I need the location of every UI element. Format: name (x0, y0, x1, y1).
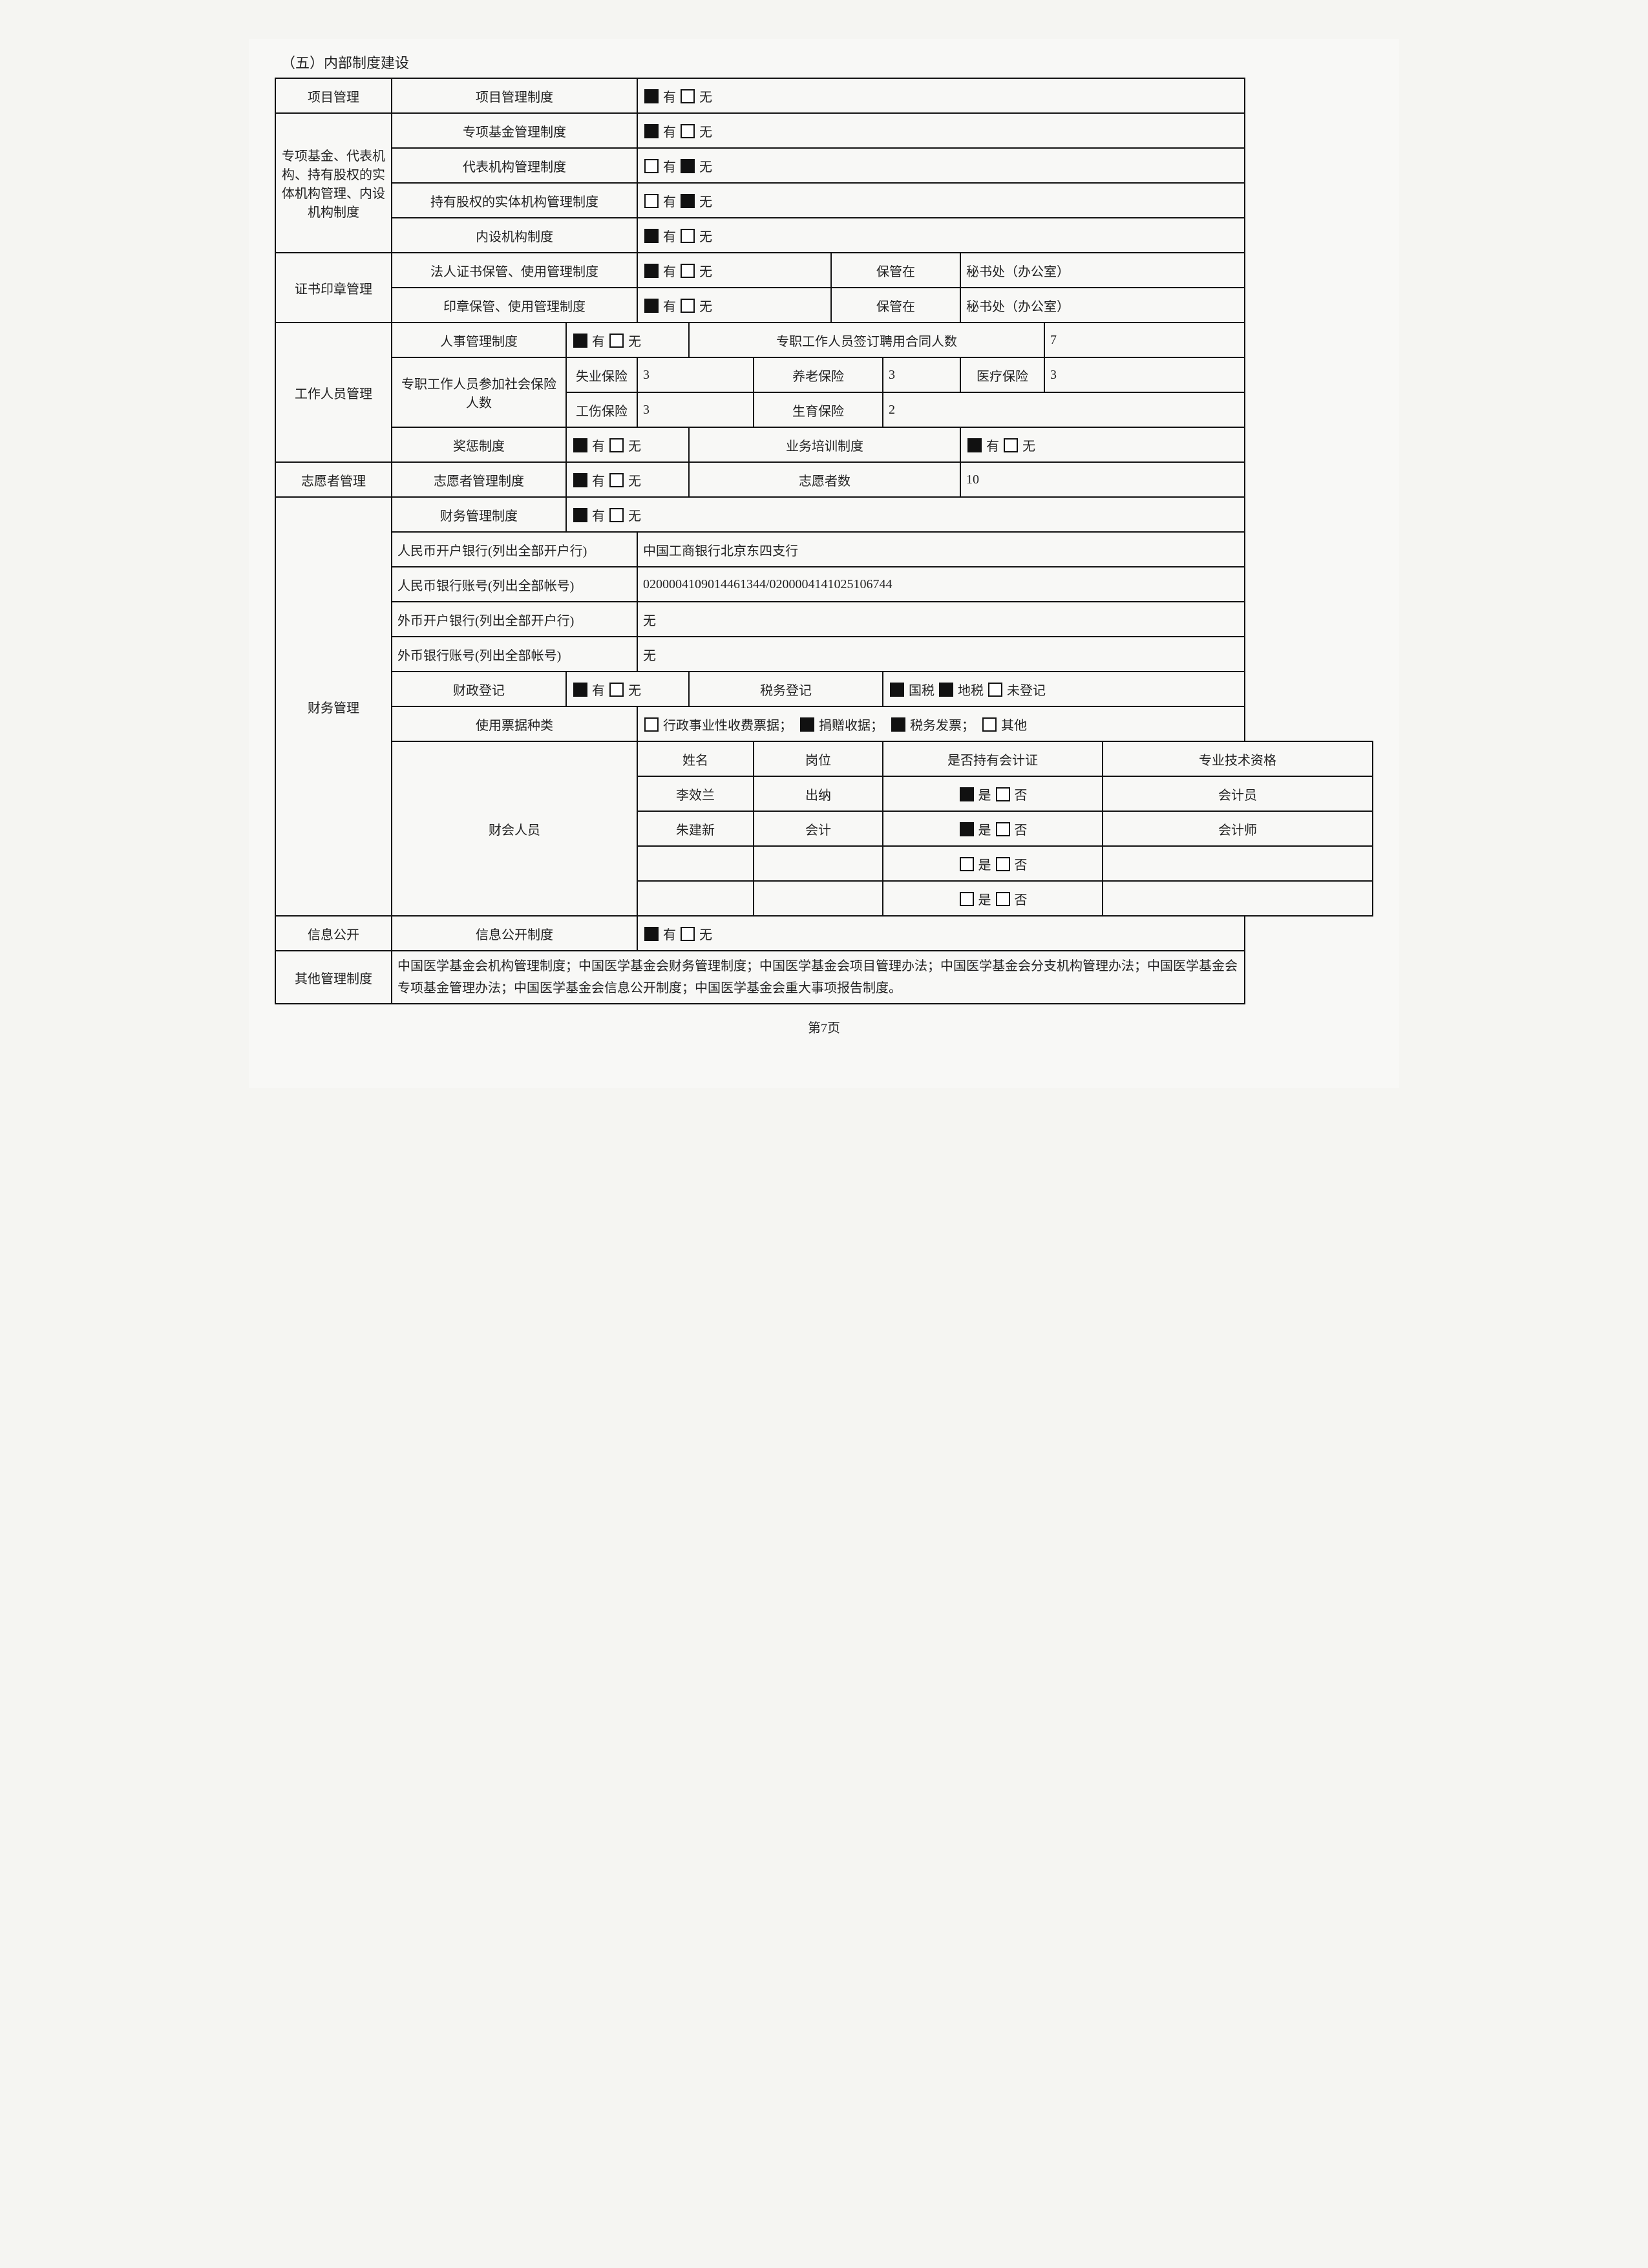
cell: 项目管理制度 (392, 78, 637, 113)
cell: 保管在 (831, 288, 960, 323)
checkbox-cell: 有 无 (637, 288, 831, 323)
cell: 3 (637, 357, 754, 392)
cell: 人事管理制度 (392, 323, 566, 357)
cell: 是否持有会计证 (883, 741, 1103, 776)
cell: 使用票据种类 (392, 706, 637, 741)
cell: 人民币银行账号(列出全部帐号) (392, 567, 637, 602)
checkbox-cell: 有 无 (566, 462, 689, 497)
cell: 3 (1044, 357, 1245, 392)
cell (754, 881, 883, 916)
cell (754, 846, 883, 881)
cell: 秘书处（办公室） (960, 288, 1245, 323)
row-label: 项目管理 (275, 78, 392, 113)
cell: 奖惩制度 (392, 427, 566, 462)
page-number: 第7页 (275, 1017, 1373, 1036)
row-label: 信息公开 (275, 916, 392, 951)
row-label: 其他管理制度 (275, 951, 392, 1004)
cell: 持有股权的实体机构管理制度 (392, 183, 637, 218)
checkbox-cell: 是 否 (883, 846, 1103, 881)
main-table: 项目管理 项目管理制度 有 无 专项基金、代表机构、持有股权的实体机构管理、内设… (275, 78, 1373, 1004)
checkbox-cell: 有 无 (566, 323, 689, 357)
cell: 保管在 (831, 253, 960, 288)
cell: 中国医学基金会机构管理制度；中国医学基金会财务管理制度；中国医学基金会项目管理办… (392, 951, 1245, 1004)
cell: 7 (1044, 323, 1245, 357)
checkbox-cell: 是 否 (883, 776, 1103, 811)
cell: 养老保险 (754, 357, 883, 392)
cell: 外币开户银行(列出全部开户行) (392, 602, 637, 637)
checkbox-cell: 有 无 (637, 78, 1245, 113)
cell: 姓名 (637, 741, 754, 776)
checkbox-cell: 是 否 (883, 881, 1103, 916)
checkbox-cell: 有 无 (960, 427, 1245, 462)
row-label: 志愿者管理 (275, 462, 392, 497)
cell: 法人证书保管、使用管理制度 (392, 253, 637, 288)
cell: 内设机构制度 (392, 218, 637, 253)
checkbox-filled (644, 89, 659, 103)
cell: 财务管理制度 (392, 497, 566, 532)
cell: 信息公开制度 (392, 916, 637, 951)
cell: 无 (637, 637, 1245, 672)
cell: 10 (960, 462, 1245, 497)
checkbox-cell: 有 无 (637, 218, 1245, 253)
cell: 失业保险 (566, 357, 637, 392)
checkbox-cell: 国税 地税 未登记 (883, 672, 1245, 706)
cell: 中国工商银行北京东四支行 (637, 532, 1245, 567)
checkbox-cell: 有 无 (637, 148, 1245, 183)
cell (1103, 846, 1373, 881)
cell: 无 (637, 602, 1245, 637)
row-label: 专项基金、代表机构、持有股权的实体机构管理、内设机构制度 (275, 113, 392, 253)
cell: 业务培训制度 (689, 427, 960, 462)
section-title: （五）内部制度建设 (281, 52, 1373, 72)
cell: 代表机构管理制度 (392, 148, 637, 183)
cell: 专项基金管理制度 (392, 113, 637, 148)
cell: 出纳 (754, 776, 883, 811)
cell (637, 881, 754, 916)
checkbox-cell: 有 无 (566, 497, 1245, 532)
cell: 志愿者管理制度 (392, 462, 566, 497)
row-label: 财务管理 (275, 497, 392, 916)
cell: 岗位 (754, 741, 883, 776)
cell: 李效兰 (637, 776, 754, 811)
cell: 生育保险 (754, 392, 883, 427)
cell (1103, 881, 1373, 916)
cell: 志愿者数 (689, 462, 960, 497)
cell: 朱建新 (637, 811, 754, 846)
cell: 0200004109014461344/0200004141025106744 (637, 567, 1245, 602)
cell: 专职工作人员参加社会保险人数 (392, 357, 566, 427)
cell: 工伤保险 (566, 392, 637, 427)
checkbox-cell: 有 无 (637, 916, 1245, 951)
row-label: 证书印章管理 (275, 253, 392, 323)
checkbox-cell: 有 无 (637, 113, 1245, 148)
cell: 专职工作人员签订聘用合同人数 (689, 323, 1044, 357)
cell: 会计 (754, 811, 883, 846)
row-label: 工作人员管理 (275, 323, 392, 462)
cell: 外币银行账号(列出全部帐号) (392, 637, 637, 672)
cell: 3 (883, 357, 960, 392)
cell: 印章保管、使用管理制度 (392, 288, 637, 323)
cell: 秘书处（办公室） (960, 253, 1245, 288)
cell: 医疗保险 (960, 357, 1044, 392)
checkbox-cell: 有 无 (637, 183, 1245, 218)
cell: 财会人员 (392, 741, 637, 916)
cell: 2 (883, 392, 1245, 427)
cell: 会计员 (1103, 776, 1373, 811)
checkbox-cell: 是 否 (883, 811, 1103, 846)
cell: 3 (637, 392, 754, 427)
checkbox-cell: 有 无 (637, 253, 831, 288)
cell (637, 846, 754, 881)
cell: 税务登记 (689, 672, 883, 706)
checkbox-cell: 有 无 (566, 672, 689, 706)
cell: 财政登记 (392, 672, 566, 706)
cell: 专业技术资格 (1103, 741, 1373, 776)
checkbox-cell: 行政事业性收费票据； 捐赠收据； 税务发票； 其他 (637, 706, 1245, 741)
cell: 人民币开户银行(列出全部开户行) (392, 532, 637, 567)
cell: 会计师 (1103, 811, 1373, 846)
checkbox-empty (681, 89, 695, 103)
checkbox-cell: 有 无 (566, 427, 689, 462)
